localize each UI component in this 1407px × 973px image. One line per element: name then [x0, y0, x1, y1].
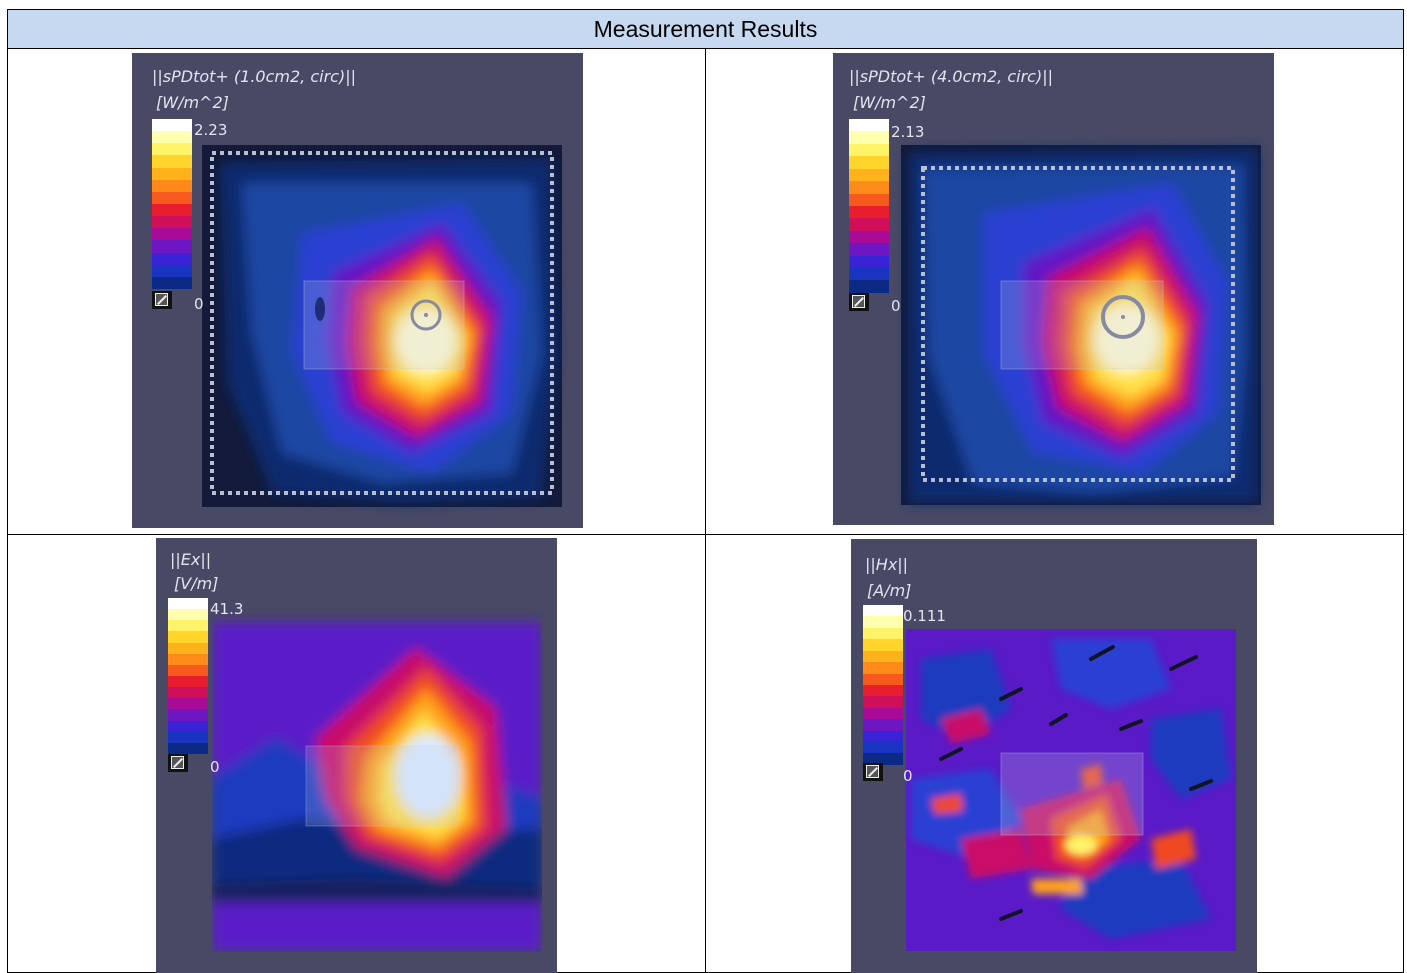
colorbar-swatch	[863, 616, 903, 628]
colorbar-swatch	[863, 662, 903, 674]
table-header: Measurement Results	[7, 9, 1404, 49]
colorbar-swatch	[168, 620, 208, 632]
colorbar-swatch	[168, 609, 208, 621]
plot-title: ||Hx||	[865, 555, 909, 574]
heatmap-plot-spd-4cm2: ||sPDtot+ (4.0cm2, circ)|| [W/m^2] 2.13 …	[833, 53, 1274, 525]
colorbar-swatch	[152, 203, 192, 217]
colorbar-swatch	[152, 131, 192, 144]
colorbar-min-label: 0	[194, 295, 204, 313]
plot-title: ||Ex||	[170, 550, 212, 569]
colorbar-swatch	[849, 181, 889, 194]
colorbar-swatch	[152, 191, 192, 204]
colorbar-swatch	[863, 673, 903, 685]
colorbar-swatch	[863, 627, 903, 640]
colorbar-toggle-icon[interactable]	[168, 754, 188, 772]
colorbar-swatch	[849, 156, 889, 169]
colorbar-swatch	[152, 264, 192, 277]
measurement-results-table: Measurement Results	[7, 9, 1404, 973]
plot-title: ||sPDtot+ (1.0cm2, circ)||	[152, 67, 356, 86]
colorbar-swatch	[849, 193, 889, 206]
colorbar-min-label: 0	[891, 297, 901, 315]
colorbar-toggle-icon[interactable]	[849, 293, 869, 311]
colorbar	[863, 605, 903, 765]
colorbar-swatch	[152, 119, 192, 132]
plot-cell-spd-4cm2: ||sPDtot+ (4.0cm2, circ)|| [W/m^2] 2.13 …	[705, 48, 1404, 535]
colorbar-swatch	[849, 255, 889, 269]
colorbar-swatch	[168, 598, 208, 610]
plot-title: ||sPDtot+ (4.0cm2, circ)||	[849, 67, 1053, 86]
colorbar-swatch	[849, 268, 889, 281]
colorbar-swatch	[152, 216, 192, 229]
heatmap-spd-4cm2	[901, 145, 1261, 505]
colorbar-swatch	[152, 179, 192, 192]
heatmap-hx	[906, 629, 1236, 951]
colorbar-swatch	[168, 731, 208, 743]
colorbar-swatch	[849, 280, 889, 293]
colorbar-swatch	[849, 230, 889, 244]
colorbar-swatch	[849, 119, 889, 132]
plot-cell-ex: ||Ex|| [V/m] 41.3 0	[7, 534, 706, 973]
plot-unit: [V/m]	[174, 574, 219, 593]
colorbar-swatch	[863, 742, 903, 754]
colorbar-swatch	[168, 698, 208, 710]
colorbar-swatch	[863, 684, 903, 697]
colorbar-swatch	[168, 642, 208, 654]
heatmap-plot-ex: ||Ex|| [V/m] 41.3 0	[156, 538, 557, 973]
colorbar-swatch	[849, 143, 889, 157]
colorbar-max-label: 0.111	[903, 607, 946, 625]
colorbar	[849, 119, 889, 293]
colorbar-swatch	[168, 720, 208, 732]
colorbar-swatch	[863, 707, 903, 720]
colorbar-swatch	[849, 218, 889, 231]
colorbar-swatch	[849, 168, 889, 182]
colorbar-swatch	[152, 276, 192, 289]
plot-unit: [W/m^2]	[156, 93, 229, 112]
colorbar-swatch	[849, 205, 889, 219]
plot-unit: [A/m]	[867, 581, 912, 600]
colorbar-swatch	[152, 252, 192, 265]
colorbar-swatch	[168, 709, 208, 721]
colorbar-swatch	[168, 675, 208, 688]
colorbar-toggle-icon[interactable]	[152, 291, 172, 309]
plot-unit: [W/m^2]	[853, 93, 926, 112]
heatmap-plot-spd-1cm2: ||sPDtot+ (1.0cm2, circ)|| [W/m^2] 2.23 …	[132, 53, 583, 528]
colorbar-swatch	[168, 631, 208, 643]
colorbar-swatch	[863, 650, 903, 663]
colorbar	[152, 119, 192, 289]
colorbar-swatch	[168, 687, 208, 699]
colorbar-max-label: 2.13	[891, 123, 925, 141]
colorbar-swatch	[863, 753, 903, 765]
colorbar-swatch	[863, 605, 903, 617]
colorbar-max-label: 2.23	[194, 121, 228, 139]
colorbar-swatch	[152, 240, 192, 253]
plot-cell-hx: ||Hx|| [A/m] 0.111 0	[705, 534, 1404, 973]
colorbar-swatch	[863, 696, 903, 708]
colorbar-min-label: 0	[210, 758, 220, 776]
colorbar-swatch	[849, 243, 889, 256]
plot-cell-spd-1cm2: ||sPDtot+ (1.0cm2, circ)|| [W/m^2] 2.23 …	[7, 48, 706, 535]
colorbar-swatch	[152, 155, 192, 168]
colorbar-swatch	[152, 167, 192, 180]
colorbar-swatch	[168, 653, 208, 665]
colorbar-swatch	[152, 143, 192, 156]
colorbar-swatch	[863, 639, 903, 651]
colorbar-swatch	[863, 730, 903, 743]
colorbar	[168, 598, 208, 754]
colorbar-swatch	[168, 664, 208, 676]
heatmap-plot-hx: ||Hx|| [A/m] 0.111 0	[851, 539, 1257, 973]
heatmap-ex	[156, 538, 557, 973]
colorbar-swatch	[863, 719, 903, 731]
colorbar-swatch	[152, 228, 192, 241]
colorbar-max-label: 41.3	[210, 600, 244, 618]
colorbar-swatch	[168, 742, 208, 754]
heatmap-spd-1cm2	[202, 145, 562, 507]
colorbar-swatch	[849, 131, 889, 144]
colorbar-toggle-icon[interactable]	[863, 763, 883, 781]
colorbar-min-label: 0	[903, 767, 913, 785]
